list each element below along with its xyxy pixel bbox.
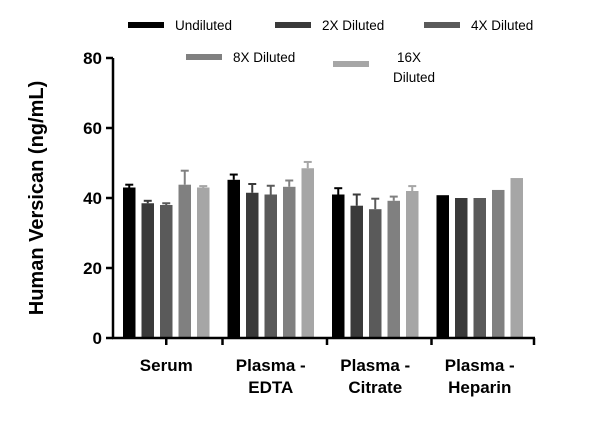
bar <box>387 200 400 338</box>
y-tick-label: 0 <box>93 329 102 348</box>
legend-swatch <box>424 22 460 28</box>
bar <box>510 178 523 338</box>
legend-label: 2X Diluted <box>322 18 384 33</box>
legend-label: 8X Diluted <box>233 50 295 65</box>
bar <box>350 205 363 338</box>
y-tick-label: 20 <box>83 259 102 278</box>
x-category-label: Plasma -Citrate <box>340 356 410 397</box>
legend-label: 4X Diluted <box>471 18 533 33</box>
bar <box>264 194 277 338</box>
bar <box>332 194 345 338</box>
legend-swatch <box>186 54 222 60</box>
legend: Undiluted 2X Diluted 4X Diluted 8X Diluted 1… <box>128 18 533 85</box>
x-category-label: Plasma -Heparin <box>445 356 515 397</box>
bar <box>123 187 136 338</box>
bar <box>178 184 191 338</box>
x-axis: Serum Plasma -EDTA Plasma -Citrate Plasma -… <box>112 336 536 397</box>
x-category-label: Plasma -EDTA <box>236 356 306 397</box>
bar <box>141 203 154 338</box>
legend-swatch <box>128 22 164 28</box>
legend-label: 16X Diluted <box>393 50 435 85</box>
bar <box>406 191 419 338</box>
bar <box>301 168 314 338</box>
bar <box>160 205 173 338</box>
y-axis: 0 20 40 60 80 <box>83 49 115 348</box>
legend-swatch <box>333 61 369 67</box>
bar <box>473 198 486 338</box>
x-category-label: Serum <box>140 356 193 375</box>
y-tick-label: 60 <box>83 119 102 138</box>
bar <box>455 198 468 338</box>
bar <box>436 195 449 338</box>
legend-swatch <box>275 22 311 28</box>
y-tick-label: 80 <box>83 49 102 68</box>
bar <box>246 192 259 338</box>
y-axis-title: Human Versican (ng/mL) <box>26 81 48 316</box>
bar <box>283 186 296 338</box>
y-tick-label: 40 <box>83 189 102 208</box>
bar <box>227 179 240 338</box>
bars <box>123 160 523 338</box>
bar <box>492 189 505 338</box>
bar <box>369 209 382 338</box>
legend-label: Undiluted <box>175 18 232 33</box>
bar <box>197 187 210 338</box>
